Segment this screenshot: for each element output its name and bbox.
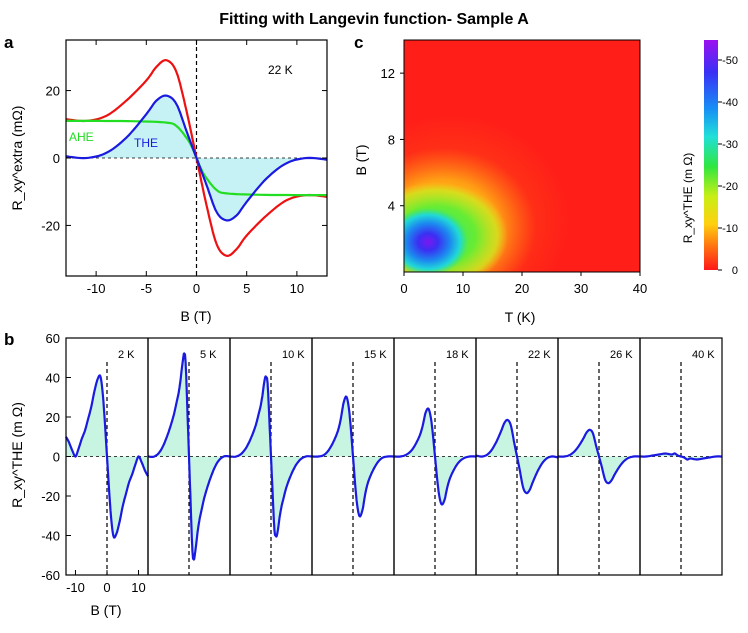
x-tick-label: 40 [633,281,647,296]
panel-a-xlabel: B (T) [180,308,211,324]
panel-c-axes: 0 10 20 30 40 4 8 12 [381,66,648,296]
panel-b-plot: 2 K 5 K 10 K 15 K 18 K 22 K 26 K 40 K -60 -40 -20 0… [41,331,723,595]
heatmap-core-blue [404,208,468,272]
y-tick-label: -20 [41,489,60,504]
panel-b-ylabel: R_xy^THE (m Ω) [9,402,25,508]
colorbar-tick-label: 0 [732,265,738,277]
subpanel-curve-5 [475,418,559,495]
panel-b-xlabel: B (T) [90,602,121,618]
x-tick-label: 10 [456,281,470,296]
colorbar-tick-label: -20 [722,181,738,193]
y-tick-label: -40 [41,529,60,544]
subpanel-temperature-label: 22 K [528,349,551,361]
x-tick-label: 0 [103,580,110,595]
subpanel-temperature-label: 40 K [692,349,715,361]
colorbar-tick-label: -50 [722,55,738,67]
y-tick-label: 0 [53,450,60,465]
y-tick-label: 8 [388,132,395,147]
subpanel-temperature-label: 15 K [364,349,387,361]
panel-a-plot: -10 -5 0 5 10 -20 0 20 [41,40,328,296]
y-tick-label: -60 [41,568,60,583]
y-tick-label: 12 [381,66,395,81]
subpanel-curve-3 [312,395,394,518]
y-tick-label: -20 [41,218,60,233]
panel-b-label: b [4,330,14,349]
subpanel-curve-1 [148,352,230,561]
colorbar-label: R_xy^THE (m Ω) [681,153,695,244]
subpanel-temperature-label: 2 K [118,349,135,361]
x-tick-label: 0 [193,281,200,296]
subpanel-curve-4 [394,407,476,506]
x-tick-label: 20 [515,281,529,296]
subpanel-curve-0 [65,374,150,539]
subpanel-curve-2 [230,375,312,538]
heatmap [404,40,640,272]
colorbar [704,40,718,270]
figure-title: Fitting with Langevin function- Sample A [219,11,529,28]
colorbar-tick-label: -30 [722,139,738,151]
panel-a-frame [65,39,328,277]
y-tick-label: 60 [46,331,60,346]
x-tick-label: 10 [290,281,304,296]
y-tick-label: 0 [53,151,60,166]
panel-a-label: a [4,33,14,52]
colorbar-tick-label: -40 [722,97,738,109]
x-tick-label: -5 [141,281,153,296]
panel-c-xlabel: T (K) [505,309,536,325]
subpanel-temperature-label: 18 K [446,349,469,361]
colorbar-ticks: -50 -40 -30 -20 -10 0 [718,55,738,277]
x-tick-label: 0 [400,281,407,296]
y-tick-label: 20 [46,84,60,99]
x-tick-label: -10 [66,580,85,595]
panel-a-temperature-annotation: 22 K [268,63,293,77]
y-tick-label: 4 [388,199,395,214]
y-tick-label: 20 [46,410,60,425]
x-tick-label: 10 [131,580,145,595]
subpanel-temperature-label: 10 K [282,349,305,361]
panel-a-ylabel: R_xy^extra (mΩ) [9,106,25,211]
x-tick-label: -10 [87,281,106,296]
subpanel-temperature-label: 26 K [610,349,633,361]
panel-c-ylabel: B (T) [353,144,369,175]
colorbar-tick-label: -10 [722,223,738,235]
x-tick-label: 5 [243,281,250,296]
subpanel-curve-6 [558,428,640,485]
panel-c-label: c [354,33,363,52]
series-line-the [65,94,328,222]
subpanel-temperature-label: 5 K [200,349,217,361]
legend-the: THE [134,136,158,150]
y-tick-label: 40 [46,371,60,386]
subpanel-curve-7 [640,452,722,461]
x-tick-label: 30 [574,281,588,296]
legend-ahe: AHE [69,130,94,144]
